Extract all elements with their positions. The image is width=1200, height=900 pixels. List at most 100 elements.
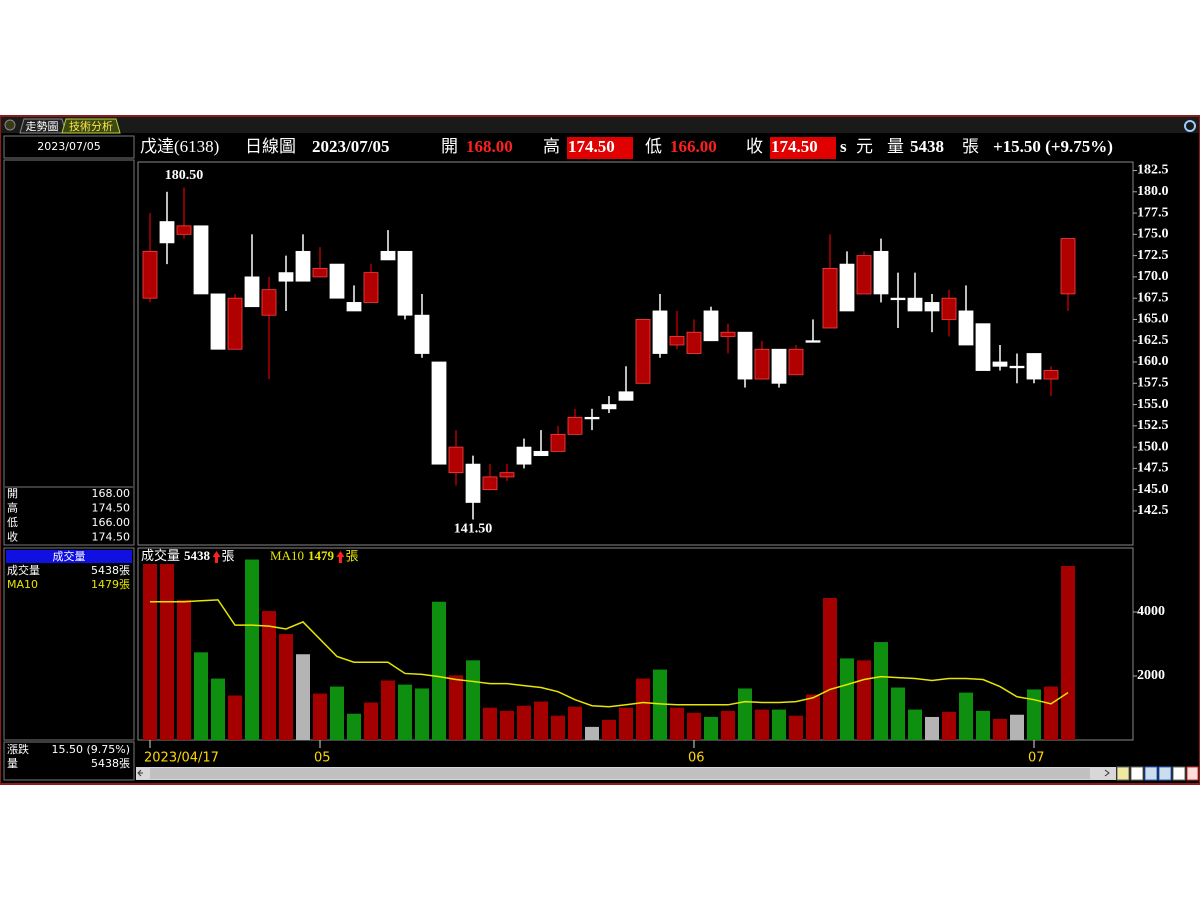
candle-body — [924, 302, 940, 312]
side-value: 174.50 — [92, 502, 131, 515]
side-value: 5438張 — [91, 757, 130, 770]
legend-entry: 成交量 5438 — [141, 548, 211, 563]
side-volume-title: 成交量 — [53, 549, 86, 563]
candle-body — [312, 267, 328, 278]
scroll-thumb[interactable] — [150, 768, 1090, 779]
value-highlight — [567, 137, 633, 159]
candle-body — [346, 302, 362, 312]
candle-body — [448, 446, 464, 474]
candle-body — [414, 314, 430, 354]
volume-bar — [1010, 714, 1024, 740]
volume-bar — [483, 707, 497, 740]
candle-body — [856, 255, 872, 295]
zoom-icon[interactable] — [1184, 120, 1196, 132]
candle-body — [941, 297, 957, 320]
candle-body — [669, 336, 685, 346]
y-tick-label: 175.0 — [1137, 227, 1169, 242]
side-volume-title-bar — [6, 550, 132, 563]
tab-label[interactable]: 走勢圖 — [26, 119, 59, 133]
candle-body — [601, 404, 617, 410]
side-label: 量 — [7, 757, 18, 770]
toolbar-icons — [1116, 766, 1199, 781]
volume-bar — [772, 709, 786, 740]
tab[interactable] — [19, 118, 67, 134]
candle-body — [890, 297, 906, 301]
up-arrow — [212, 551, 221, 563]
volume-bar — [347, 713, 361, 740]
y-tick-label: 160.0 — [1137, 354, 1169, 369]
scroll-right[interactable] — [1104, 769, 1110, 777]
volume-bar — [670, 707, 684, 740]
candle-body — [278, 272, 294, 282]
y-tick-label: 172.5 — [1137, 248, 1169, 263]
volume-bar — [381, 680, 395, 740]
candle-body — [499, 472, 515, 478]
legend-name: 成交量 — [141, 548, 180, 563]
tool-icon[interactable] — [1130, 766, 1144, 781]
volume-bar — [262, 611, 276, 740]
volume-bar — [874, 642, 888, 740]
volume: 5438 — [910, 137, 944, 156]
volume-bar — [296, 654, 310, 740]
menu-icon[interactable] — [4, 119, 16, 131]
y-tick-label: 170.0 — [1137, 269, 1169, 284]
tool-icon[interactable] — [1144, 766, 1158, 781]
candle-body — [567, 416, 583, 435]
candle-body — [210, 293, 226, 350]
volume-bar — [806, 694, 820, 740]
legend-name: MA10 — [270, 548, 304, 563]
candle-body — [380, 250, 396, 261]
tool-icon[interactable] — [1158, 766, 1172, 781]
field-value: 168.00 — [466, 137, 513, 156]
volume-bar — [1044, 686, 1058, 740]
volume-bar — [687, 712, 701, 740]
period: 日線圖 — [245, 137, 296, 156]
candle-body — [516, 446, 532, 465]
side-footer-box — [3, 741, 135, 781]
field-value: 166.00 — [670, 137, 717, 156]
candle-body — [703, 310, 719, 342]
candle-body — [907, 297, 923, 312]
volume-bar — [449, 675, 463, 740]
suffix: s — [840, 137, 847, 156]
side-value: 5438張 — [91, 564, 130, 577]
volume-bar — [211, 678, 225, 740]
y-tick-label: 165.0 — [1137, 312, 1169, 327]
side-label: MA10 — [7, 578, 38, 591]
volume-bar — [653, 669, 667, 740]
field-label: 收 — [746, 137, 763, 156]
candle-body — [261, 289, 277, 316]
volume-label: 量 — [887, 137, 904, 156]
side-label: 漲跌 — [7, 742, 29, 756]
side-date: 2023/07/05 — [37, 140, 100, 153]
y-tick-label: 182.5 — [1137, 163, 1169, 178]
side-value: 166.00 — [92, 516, 131, 529]
candle-body — [465, 463, 481, 503]
tab-active[interactable] — [61, 118, 121, 134]
volume-bar — [500, 710, 514, 740]
side-label: 開 — [7, 487, 18, 500]
side-label: 低 — [7, 516, 18, 529]
candle-body — [873, 250, 889, 295]
side-value: 168.00 — [92, 487, 131, 500]
volume-bar — [704, 716, 718, 740]
candle-body — [720, 331, 736, 337]
volume-bar — [228, 695, 242, 740]
volume-bar — [891, 687, 905, 740]
y-tick-label: 162.5 — [1137, 333, 1169, 348]
volume-bar — [721, 710, 735, 740]
tool-icon[interactable] — [1172, 766, 1186, 781]
y-tick-label: 155.0 — [1137, 397, 1169, 412]
tool-icon[interactable] — [1116, 766, 1130, 781]
tab-label[interactable]: 技術分析 — [69, 119, 113, 133]
candle-body — [1026, 353, 1042, 380]
side-date-box — [3, 135, 135, 159]
side-info-box — [3, 159, 135, 546]
scroll-left[interactable] — [137, 769, 143, 777]
y-tick-label: 180.0 — [1137, 184, 1169, 199]
side-value: 15.50 (9.75%) — [51, 743, 130, 756]
tool-icon[interactable] — [1186, 766, 1199, 781]
candle-body — [652, 310, 668, 354]
candle-body — [958, 310, 974, 346]
